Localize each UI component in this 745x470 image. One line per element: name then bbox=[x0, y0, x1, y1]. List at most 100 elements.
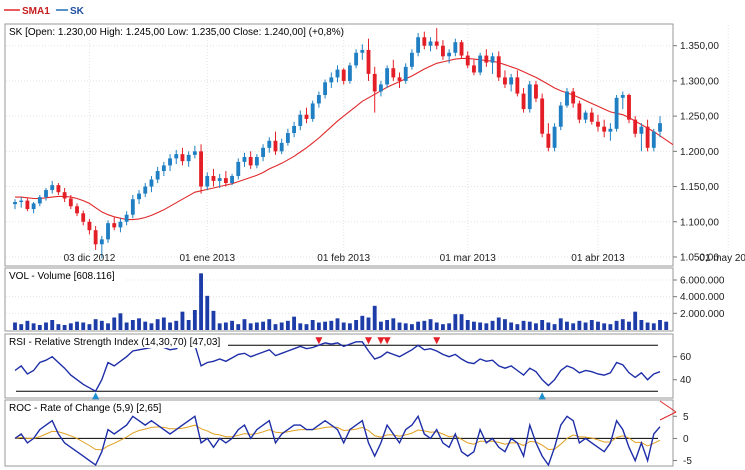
candle-body bbox=[298, 114, 303, 126]
candle-body bbox=[434, 41, 439, 46]
volume-bar bbox=[149, 323, 154, 330]
volume-bar bbox=[378, 321, 383, 330]
candle-body bbox=[465, 55, 470, 66]
volume-bar bbox=[651, 323, 656, 330]
volume-bar bbox=[403, 323, 408, 330]
candle-body bbox=[453, 42, 458, 53]
candle-body bbox=[168, 158, 172, 166]
candle-body bbox=[633, 119, 638, 134]
volume-tick-label: 2.000.000 bbox=[680, 309, 725, 320]
volume-bar bbox=[37, 325, 42, 330]
volume-bar bbox=[453, 314, 458, 330]
volume-bar bbox=[664, 321, 669, 330]
volume-bar bbox=[292, 316, 297, 330]
volume-bar bbox=[62, 325, 67, 330]
volume-bar bbox=[583, 322, 588, 330]
volume-bar bbox=[627, 321, 631, 330]
volume-bar bbox=[366, 317, 371, 330]
volume-bar bbox=[472, 321, 476, 330]
volume-bar bbox=[658, 320, 662, 330]
volume-bar bbox=[540, 320, 545, 330]
candle-body bbox=[397, 77, 402, 81]
candle-body bbox=[143, 186, 148, 194]
volume-bar bbox=[267, 319, 272, 330]
price-tick-label: 1.350,00 bbox=[680, 41, 719, 52]
candle-body bbox=[651, 131, 656, 148]
volume-bar bbox=[168, 322, 172, 330]
volume-bar bbox=[248, 323, 253, 330]
candle-body bbox=[205, 175, 210, 187]
candle-body bbox=[422, 37, 427, 46]
rsi-panel-title: RSI - Relative Strength Index (14,30,70)… bbox=[9, 337, 220, 348]
gridlines bbox=[6, 25, 729, 314]
candle-body bbox=[130, 199, 135, 215]
volume-bar bbox=[279, 322, 284, 330]
candle-body bbox=[602, 126, 607, 132]
candle-body bbox=[472, 65, 476, 73]
price-panel-frame bbox=[4, 23, 674, 267]
candle-body bbox=[137, 193, 141, 200]
candle-body bbox=[112, 223, 117, 228]
volume-bar bbox=[304, 324, 309, 330]
volume-bar bbox=[465, 320, 470, 330]
volume-bar bbox=[93, 319, 98, 330]
candle-body bbox=[316, 95, 321, 104]
volume-bar bbox=[633, 311, 638, 330]
volume-bar bbox=[354, 320, 359, 330]
candle-body bbox=[378, 84, 383, 92]
volume-bar bbox=[546, 322, 551, 330]
volume-bar bbox=[137, 318, 141, 330]
candle-body bbox=[180, 154, 185, 162]
candle-body bbox=[385, 68, 390, 85]
volume-bar bbox=[620, 319, 625, 330]
candle-body bbox=[292, 125, 297, 134]
volume-bar bbox=[397, 322, 402, 330]
candle-body bbox=[441, 45, 445, 57]
candle-body bbox=[552, 126, 557, 148]
oversold-marker-icon bbox=[538, 392, 546, 400]
volume-bar bbox=[509, 322, 514, 330]
candle-body bbox=[310, 103, 315, 119]
candle-body bbox=[93, 230, 98, 245]
roc-panel-frame bbox=[4, 399, 674, 467]
candle-body bbox=[360, 49, 365, 53]
volume-bar bbox=[503, 319, 507, 330]
candle-body bbox=[267, 140, 272, 148]
candle-body bbox=[620, 95, 625, 98]
volume-bar bbox=[174, 320, 179, 330]
volume-bar bbox=[614, 320, 619, 330]
volume-bar bbox=[211, 310, 216, 330]
candle-body bbox=[155, 171, 160, 180]
candle-body bbox=[403, 66, 408, 81]
candle-body bbox=[527, 84, 532, 110]
candle-body bbox=[521, 93, 526, 110]
volume-bar bbox=[130, 320, 135, 330]
volume-bar bbox=[316, 322, 321, 330]
volume-bar bbox=[298, 323, 303, 330]
roc-signal-line bbox=[14, 424, 661, 451]
volume-bar bbox=[323, 321, 328, 330]
candle-body bbox=[391, 68, 396, 78]
candle-body bbox=[106, 223, 110, 240]
candle-body bbox=[242, 156, 247, 162]
rsi-tick-label: 60 bbox=[680, 352, 692, 363]
volume-bar bbox=[223, 322, 228, 330]
volume-bar bbox=[230, 320, 234, 330]
candle-body bbox=[161, 165, 166, 172]
candle-body bbox=[329, 77, 334, 83]
volume-bar bbox=[285, 320, 290, 330]
candle-body bbox=[546, 133, 551, 148]
volume-bar bbox=[124, 322, 129, 330]
candle-body bbox=[25, 200, 30, 210]
volume-bar bbox=[534, 323, 538, 330]
candle-body bbox=[614, 97, 619, 129]
volume-bar bbox=[87, 324, 92, 330]
volume-bar bbox=[254, 322, 259, 330]
volume-bar bbox=[441, 324, 445, 330]
candle-body bbox=[99, 239, 104, 245]
volume-bar bbox=[608, 324, 613, 330]
candle-body bbox=[534, 84, 538, 99]
candle-body bbox=[490, 56, 495, 63]
sma-series bbox=[15, 57, 674, 221]
date-tick-label: 01 ene 2013 bbox=[179, 253, 235, 264]
